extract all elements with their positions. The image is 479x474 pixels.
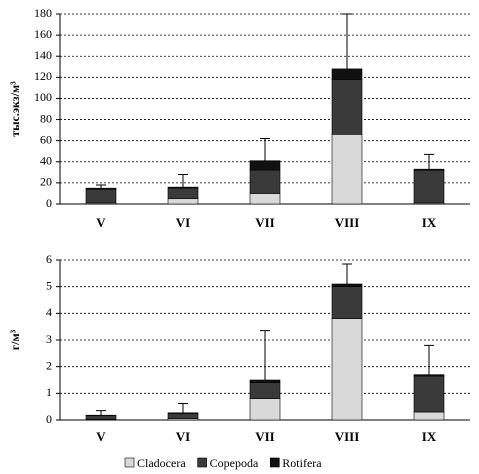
bar-segment — [413, 169, 445, 204]
bar-segment — [413, 375, 445, 413]
error-bar — [342, 263, 352, 284]
bar-segment — [331, 68, 363, 80]
bar-segment — [249, 379, 281, 383]
bar-segment — [249, 160, 281, 171]
y-tick-label: 4 — [46, 305, 52, 319]
bar-segment — [167, 198, 199, 205]
bar-segment — [413, 411, 445, 421]
legend-swatch — [124, 457, 135, 468]
y-tick-label: 180 — [34, 6, 52, 20]
bar-segment — [331, 283, 363, 287]
x-tick-label: VII — [255, 215, 275, 230]
error-bar — [260, 138, 270, 161]
legend-label: Copepoda — [210, 456, 259, 470]
bar-segment — [249, 398, 281, 421]
error-bar — [424, 344, 434, 375]
bar-segment — [413, 168, 445, 171]
y-tick-label: 140 — [34, 48, 52, 62]
y-tick-label: 40 — [40, 154, 52, 168]
bar-segment — [249, 193, 281, 205]
bar-segment — [249, 169, 281, 194]
y-tick-label: 100 — [34, 90, 52, 104]
error-bar — [96, 184, 106, 189]
y-tick-label: 80 — [40, 111, 52, 125]
error-bar — [260, 330, 270, 380]
y-tick-label: 20 — [40, 175, 52, 189]
y-tick-label: 120 — [34, 69, 52, 83]
legend-label: Rotifera — [282, 456, 322, 470]
error-bar — [178, 173, 188, 188]
error-bar — [178, 402, 188, 413]
x-tick-label: VIII — [335, 429, 360, 444]
y-tick-label: 6 — [46, 252, 52, 266]
error-bar — [424, 153, 434, 170]
x-tick-label: V — [96, 429, 106, 444]
y-axis-label: тыс.экз/м³ — [8, 81, 22, 137]
bar-segment — [85, 188, 117, 204]
error-bar — [342, 13, 352, 69]
bar-segment — [413, 374, 445, 377]
bar-segment — [331, 134, 363, 205]
x-tick-label: IX — [422, 429, 437, 444]
legend-swatch — [269, 457, 280, 468]
y-axis-label: г/м³ — [8, 329, 22, 350]
legend-label: Cladocera — [137, 456, 186, 470]
y-tick-label: 0 — [46, 196, 52, 210]
error-bar — [96, 410, 106, 416]
y-tick-label: 2 — [46, 358, 52, 372]
bar-segment — [167, 413, 199, 419]
x-tick-label: VI — [176, 215, 190, 230]
x-tick-label: IX — [422, 215, 437, 230]
bar-segment — [85, 187, 117, 190]
x-tick-label: V — [96, 215, 106, 230]
bar-segment — [167, 187, 199, 200]
y-tick-label: 0 — [46, 412, 52, 426]
bar-segment — [85, 415, 117, 420]
y-tick-label: 5 — [46, 278, 52, 292]
bar-segment — [167, 186, 199, 189]
bar-segment — [249, 382, 281, 399]
y-tick-label: 1 — [46, 385, 52, 399]
y-tick-label: 60 — [40, 132, 52, 146]
bar-segment — [331, 286, 363, 319]
x-tick-label: VII — [255, 429, 275, 444]
x-tick-label: VI — [176, 429, 190, 444]
bar-segment — [331, 318, 363, 421]
bar-segment — [167, 412, 199, 414]
y-tick-label: 3 — [46, 332, 52, 346]
bar-segment — [331, 79, 363, 135]
y-tick-label: 160 — [34, 27, 52, 41]
x-tick-label: VIII — [335, 215, 360, 230]
legend-swatch — [197, 457, 207, 468]
